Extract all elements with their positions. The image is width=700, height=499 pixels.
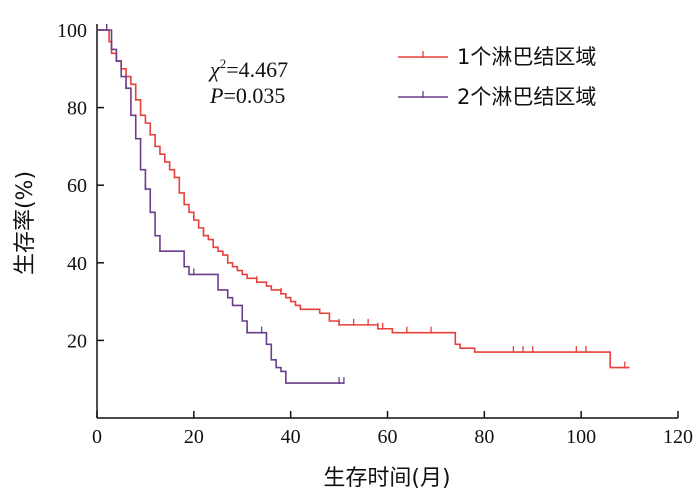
y-tick-label: 100 bbox=[57, 20, 87, 42]
x-tick-label: 60 bbox=[378, 426, 398, 448]
y-tick-label: 40 bbox=[67, 253, 87, 275]
y-tick-label: 80 bbox=[67, 98, 87, 120]
series-group bbox=[97, 24, 630, 385]
x-tick-label: 40 bbox=[281, 426, 301, 448]
axes bbox=[96, 24, 678, 419]
x-tick-label: 80 bbox=[474, 426, 494, 448]
x-tick-label: 100 bbox=[566, 426, 596, 448]
chi-square-annotation: χ2=4.467 bbox=[208, 56, 288, 82]
legend-label: 2个淋巴结区域 bbox=[457, 85, 596, 109]
x-tick-label: 20 bbox=[184, 426, 204, 448]
y-axis-title: 生存率(%) bbox=[13, 171, 38, 275]
x-tick-label: 120 bbox=[663, 426, 693, 448]
y-tick-label: 60 bbox=[67, 175, 87, 197]
x-tick-label: 0 bbox=[92, 426, 102, 448]
legend-label: 1个淋巴结区域 bbox=[457, 45, 596, 69]
x-axis-title: 生存时间(月) bbox=[323, 466, 450, 491]
ticks: 0 20 40 60 80 100 120 20 40 60 80 100 bbox=[57, 20, 693, 448]
legend: 1个淋巴结区域 2个淋巴结区域 bbox=[398, 45, 596, 109]
p-value-annotation: P=0.035 bbox=[209, 83, 285, 108]
km-curve-1 bbox=[97, 29, 630, 369]
y-tick-label: 20 bbox=[67, 330, 87, 352]
